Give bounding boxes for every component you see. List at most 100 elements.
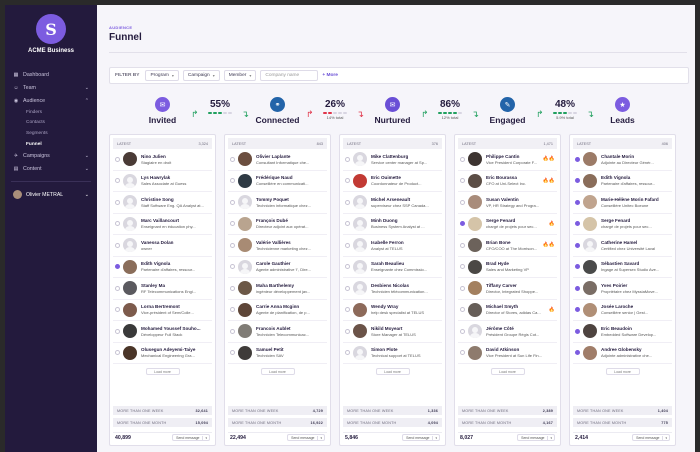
- select-radio[interactable]: [115, 264, 120, 270]
- select-radio[interactable]: [345, 307, 350, 313]
- chevron-down-icon[interactable]: ▾: [317, 435, 324, 440]
- contact-row[interactable]: Marc Vaillancourt Enseignant en éducation…: [113, 214, 212, 235]
- sidebar-subitem-contacts[interactable]: Contacts: [26, 120, 45, 126]
- sidebar-subitem-funnel[interactable]: Funnel: [26, 141, 42, 147]
- contact-row[interactable]: Christine Song Staff Software Eng. QA Ana…: [113, 192, 212, 214]
- contact-row[interactable]: Mike Clattenburg Service center manager a…: [343, 149, 442, 171]
- select-radio[interactable]: [115, 156, 120, 162]
- select-radio[interactable]: [230, 221, 235, 227]
- contact-row[interactable]: Michel Arseneault superviseur chez SSP Ca…: [343, 192, 442, 214]
- contact-row[interactable]: Olivier Laplante Consultant Informatique …: [228, 149, 327, 171]
- contact-row[interactable]: Carole Gauthier Agente administrative 'i'…: [228, 257, 327, 278]
- contact-row[interactable]: Eric Ouimette Coordonnateur de Product...: [343, 171, 442, 192]
- select-radio[interactable]: [460, 307, 465, 313]
- sidebar-subitem-segments[interactable]: Segments: [26, 130, 48, 136]
- select-radio[interactable]: [575, 328, 580, 334]
- contact-row[interactable]: David Atkinson Vice President at Sun Life…: [458, 343, 557, 364]
- select-radio[interactable]: [460, 242, 465, 248]
- select-radio[interactable]: [230, 199, 235, 205]
- contact-row[interactable]: Susan Valentin VP, HR Strategy and Progra…: [458, 192, 557, 214]
- more-filters-link[interactable]: + More: [322, 73, 338, 78]
- select-radio[interactable]: [230, 156, 235, 162]
- brand-logo-icon[interactable]: S: [36, 14, 66, 44]
- contact-row[interactable]: Catherine Hamel Certified chez Université…: [573, 235, 672, 257]
- contact-row[interactable]: Sarah Beaulieu Enseignante chez Commissio…: [343, 257, 442, 278]
- select-radio[interactable]: [575, 199, 580, 205]
- select-radio[interactable]: [115, 221, 120, 227]
- select-radio[interactable]: [575, 156, 580, 162]
- send-message-button[interactable]: Send message ▾: [402, 434, 440, 441]
- select-radio[interactable]: [575, 264, 580, 270]
- select-radio[interactable]: [345, 221, 350, 227]
- contact-row[interactable]: Serge Fenard chargé de projets pour sec..…: [458, 214, 557, 235]
- chevron-down-icon[interactable]: ▾: [202, 435, 209, 440]
- contact-row[interactable]: Tommy Poquet Technicien informatique chez…: [228, 192, 327, 214]
- contact-row[interactable]: Jérôme Côté Président Groupe Régis Cot...: [458, 321, 557, 343]
- contact-row[interactable]: Philippe Cantin Vice President Corporate …: [458, 149, 557, 171]
- load-more-button[interactable]: Load more: [605, 368, 640, 375]
- contact-row[interactable]: Josée Laroche Conseillère senior | Gest..…: [573, 300, 672, 321]
- select-radio[interactable]: [230, 178, 235, 184]
- contact-row[interactable]: Isabelle Ferron Analyst at TELUS: [343, 235, 442, 257]
- contact-row[interactable]: Lys Hawrylak Sales Associate at Guess: [113, 171, 212, 192]
- engage-icon[interactable]: ✎: [500, 97, 515, 112]
- select-radio[interactable]: [575, 307, 580, 313]
- contact-row[interactable]: Vanessa Dolan owner: [113, 235, 212, 257]
- select-radio[interactable]: [345, 242, 350, 248]
- star-icon[interactable]: ★: [615, 97, 630, 112]
- select-radio[interactable]: [460, 285, 465, 291]
- contact-row[interactable]: François Dubé Directeur adjoint aux opéra…: [228, 214, 327, 235]
- select-radio[interactable]: [115, 178, 120, 184]
- contact-row[interactable]: Marie-Hélène Morin Fafard Conseillère Uni…: [573, 192, 672, 214]
- select-radio[interactable]: [115, 285, 120, 291]
- select-radio[interactable]: [230, 285, 235, 291]
- contact-row[interactable]: Minh Duong Business System Analyst at ...: [343, 214, 442, 235]
- sidebar-item-team[interactable]: ☺ Team ⌄: [5, 81, 97, 94]
- contact-row[interactable]: Nikild Moyeart Store Manager at TELUS: [343, 321, 442, 343]
- chevron-down-icon[interactable]: ▾: [547, 435, 554, 440]
- select-radio[interactable]: [460, 199, 465, 205]
- select-radio[interactable]: [230, 307, 235, 313]
- contact-row[interactable]: Serge Fenard chargé de projets pour sec..…: [573, 214, 672, 235]
- select-radio[interactable]: [575, 221, 580, 227]
- contact-row[interactable]: Sébastien Savard Ingage at Supersex Studi…: [573, 257, 672, 278]
- contact-row[interactable]: Michael Smyth Director of Stores, adidas …: [458, 300, 557, 321]
- select-radio[interactable]: [345, 285, 350, 291]
- contact-row[interactable]: Tiffany Carver Director, Integrated Shopp…: [458, 278, 557, 300]
- contact-row[interactable]: Desbiens Nicolas Technicien télécommunica…: [343, 278, 442, 300]
- chevron-down-icon[interactable]: ▾: [662, 435, 669, 440]
- sidebar-item-content[interactable]: ▤ Content ⌄: [5, 162, 97, 175]
- select-radio[interactable]: [230, 242, 235, 248]
- connect-icon[interactable]: ⚭: [270, 97, 285, 112]
- select-radio[interactable]: [345, 178, 350, 184]
- sidebar-item-audience[interactable]: ◉ Audience ⌃: [5, 94, 97, 107]
- contact-row[interactable]: Samuel Petit Technicien SAV: [228, 343, 327, 364]
- contact-row[interactable]: Francois Aublet Technicien Telecommunicac…: [228, 321, 327, 343]
- contact-row[interactable]: Valérie Vallières Technicienne marketing …: [228, 235, 327, 257]
- user-menu[interactable]: Olivier METRAL ⌄: [5, 188, 97, 201]
- select-radio[interactable]: [575, 285, 580, 291]
- load-more-button[interactable]: Load more: [490, 368, 525, 375]
- load-more-button[interactable]: Load more: [375, 368, 410, 375]
- contact-row[interactable]: Brian Bone CFO/COO at The Morrison... 🔥🔥: [458, 235, 557, 257]
- contact-row[interactable]: Frédérique Naud Conseillère en communicat…: [228, 171, 327, 192]
- contact-row[interactable]: Carrie Anna Mcginn Agente de planificatio…: [228, 300, 327, 321]
- contact-row[interactable]: Olusegun Adeyemi-Taiye Mechanical Enginee…: [113, 343, 212, 364]
- contact-row[interactable]: Edith Vignola Partenaire d'affaires, ress…: [113, 257, 212, 278]
- contact-row[interactable]: Brad Hyde Sales and Marketing VP: [458, 257, 557, 278]
- select-radio[interactable]: [115, 328, 120, 334]
- contact-row[interactable]: Yves Poirier Propriétaire chez MyssiaMove…: [573, 278, 672, 300]
- contact-row[interactable]: Chantale Morin Adjointe au Directeur Géné…: [573, 149, 672, 171]
- contact-row[interactable]: Andree Globensky Adjointe administrative …: [573, 343, 672, 364]
- select-radio[interactable]: [345, 156, 350, 162]
- select-radio[interactable]: [460, 221, 465, 227]
- contact-row[interactable]: Wendy Wray help desk specialist at TELUS: [343, 300, 442, 321]
- select-radio[interactable]: [460, 156, 465, 162]
- contact-row[interactable]: Edith Vignola Partenaire d'affaires, ress…: [573, 171, 672, 192]
- contact-row[interactable]: Lorna Bertremont Vice-président of Sem/Co…: [113, 300, 212, 321]
- select-radio[interactable]: [575, 350, 580, 356]
- load-more-button[interactable]: Load more: [260, 368, 295, 375]
- select-radio[interactable]: [345, 350, 350, 356]
- contact-row[interactable]: Stanley Ma RF Telecommunications Engi...: [113, 278, 212, 300]
- contact-row[interactable]: Eric Bourassa CFO at Uni-Select Inc. 🔥🔥: [458, 171, 557, 192]
